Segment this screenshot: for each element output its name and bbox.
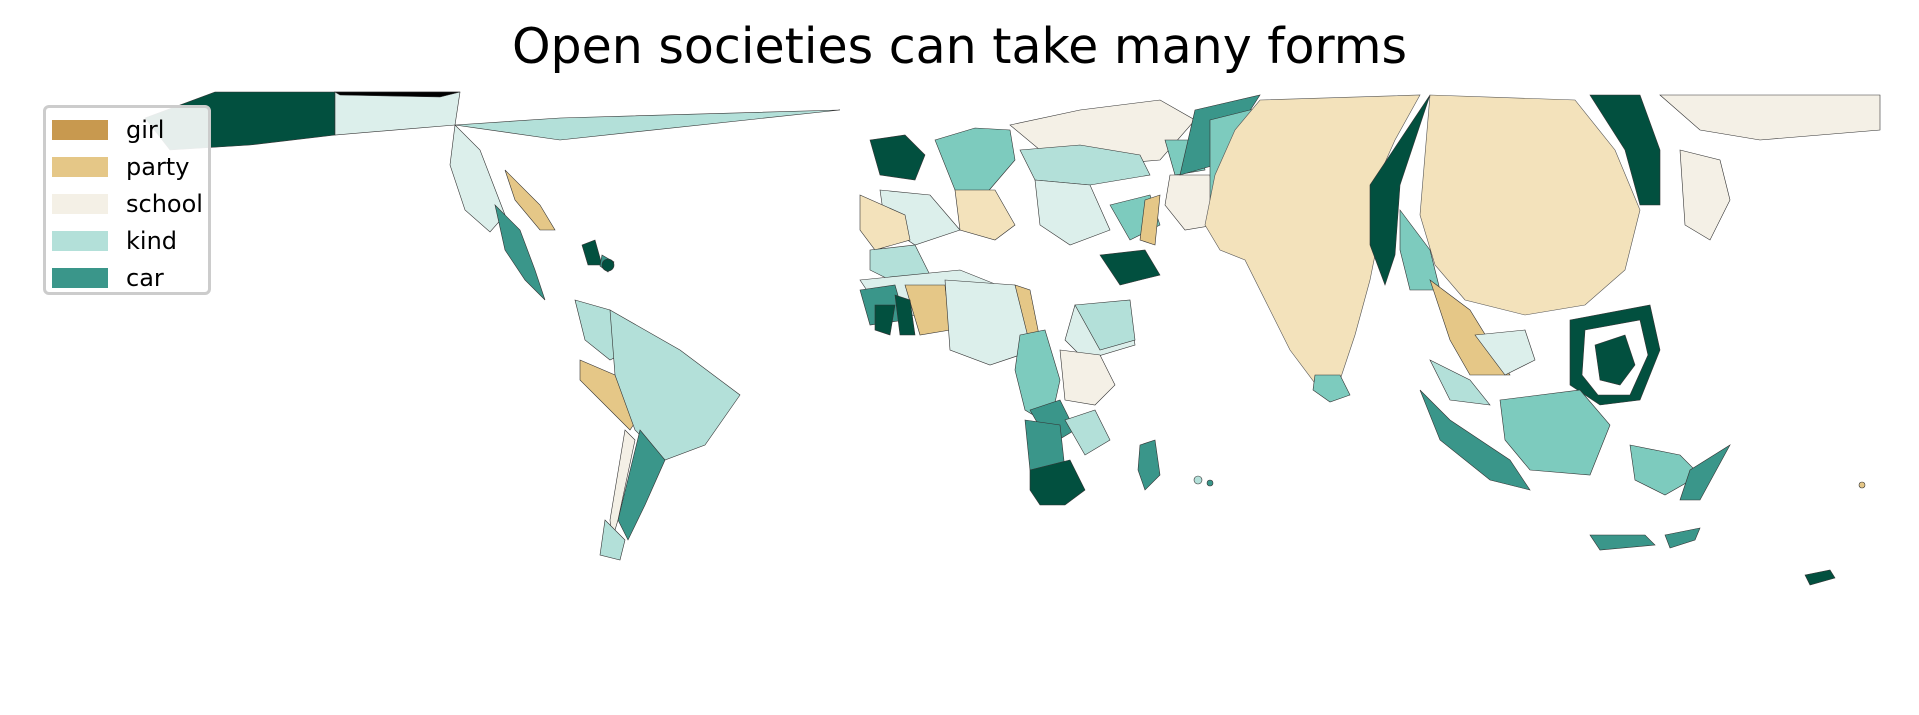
legend-label-party: party xyxy=(126,153,190,181)
legend-label-girl: girl xyxy=(126,116,165,144)
legend-item-school: school xyxy=(52,190,203,218)
region-spain xyxy=(859,194,911,251)
region-madagascar xyxy=(1137,439,1161,491)
region-north-border xyxy=(333,91,461,98)
region-patagonia xyxy=(599,519,626,561)
region-arabia xyxy=(1074,299,1136,351)
region-east-islands xyxy=(1679,444,1731,501)
region-china xyxy=(1419,94,1641,316)
legend-swatch-girl xyxy=(52,120,108,140)
region-island-a xyxy=(601,258,615,272)
region-philippines-core xyxy=(1594,334,1636,386)
region-myanmar xyxy=(1399,209,1441,291)
region-vietnam xyxy=(1474,329,1536,376)
region-australia-e xyxy=(1664,527,1701,549)
legend-label-school: school xyxy=(126,190,203,218)
region-moz xyxy=(1064,409,1111,456)
region-east-africa xyxy=(1059,349,1116,406)
region-uk xyxy=(869,134,926,181)
region-cuba xyxy=(581,239,603,266)
region-canada-strip xyxy=(334,91,461,136)
legend: girl party school kind car xyxy=(43,105,211,295)
legend-swatch-school xyxy=(52,194,108,214)
region-mexico xyxy=(494,204,546,301)
region-island-c xyxy=(1206,479,1214,487)
region-malaysia xyxy=(1429,359,1491,406)
map-title: Open societies can take many forms xyxy=(511,18,1408,75)
region-australia-w xyxy=(1589,534,1656,551)
region-cameroon xyxy=(894,294,916,336)
region-bangladesh xyxy=(1369,94,1431,286)
region-usa xyxy=(449,124,506,233)
region-japan xyxy=(1679,149,1731,241)
legend-item-car: car xyxy=(52,264,202,292)
region-brazil xyxy=(609,309,741,461)
region-far-east xyxy=(1659,94,1881,141)
legend-swatch-car xyxy=(52,268,108,288)
region-siberia-east xyxy=(1589,94,1661,206)
legend-item-kind: kind xyxy=(52,227,202,255)
legend-label-car: car xyxy=(126,264,164,292)
legend-swatch-party xyxy=(52,157,108,177)
region-north-strip xyxy=(454,109,841,141)
region-ghana xyxy=(874,304,896,336)
region-indonesia xyxy=(1499,389,1611,476)
legend-label-kind: kind xyxy=(126,227,178,255)
legend-item-girl: girl xyxy=(52,116,202,144)
region-south-africa xyxy=(1029,459,1086,506)
region-iran xyxy=(1164,174,1216,231)
region-nz xyxy=(1804,569,1836,586)
region-new-guinea xyxy=(1629,444,1701,496)
region-sri-lanka xyxy=(1312,374,1351,403)
legend-swatch-kind xyxy=(52,231,108,251)
region-germany xyxy=(1034,179,1111,246)
region-scandinavia xyxy=(934,127,1016,196)
region-sumatra xyxy=(1419,389,1531,491)
region-central-am xyxy=(504,169,556,231)
region-island-b xyxy=(1193,475,1203,485)
region-argentina xyxy=(617,429,666,541)
region-island-d xyxy=(1858,481,1866,489)
region-ukraine xyxy=(1139,194,1161,246)
region-east-horn xyxy=(1099,249,1161,286)
legend-item-party: party xyxy=(52,153,202,181)
region-italy xyxy=(954,189,1016,241)
